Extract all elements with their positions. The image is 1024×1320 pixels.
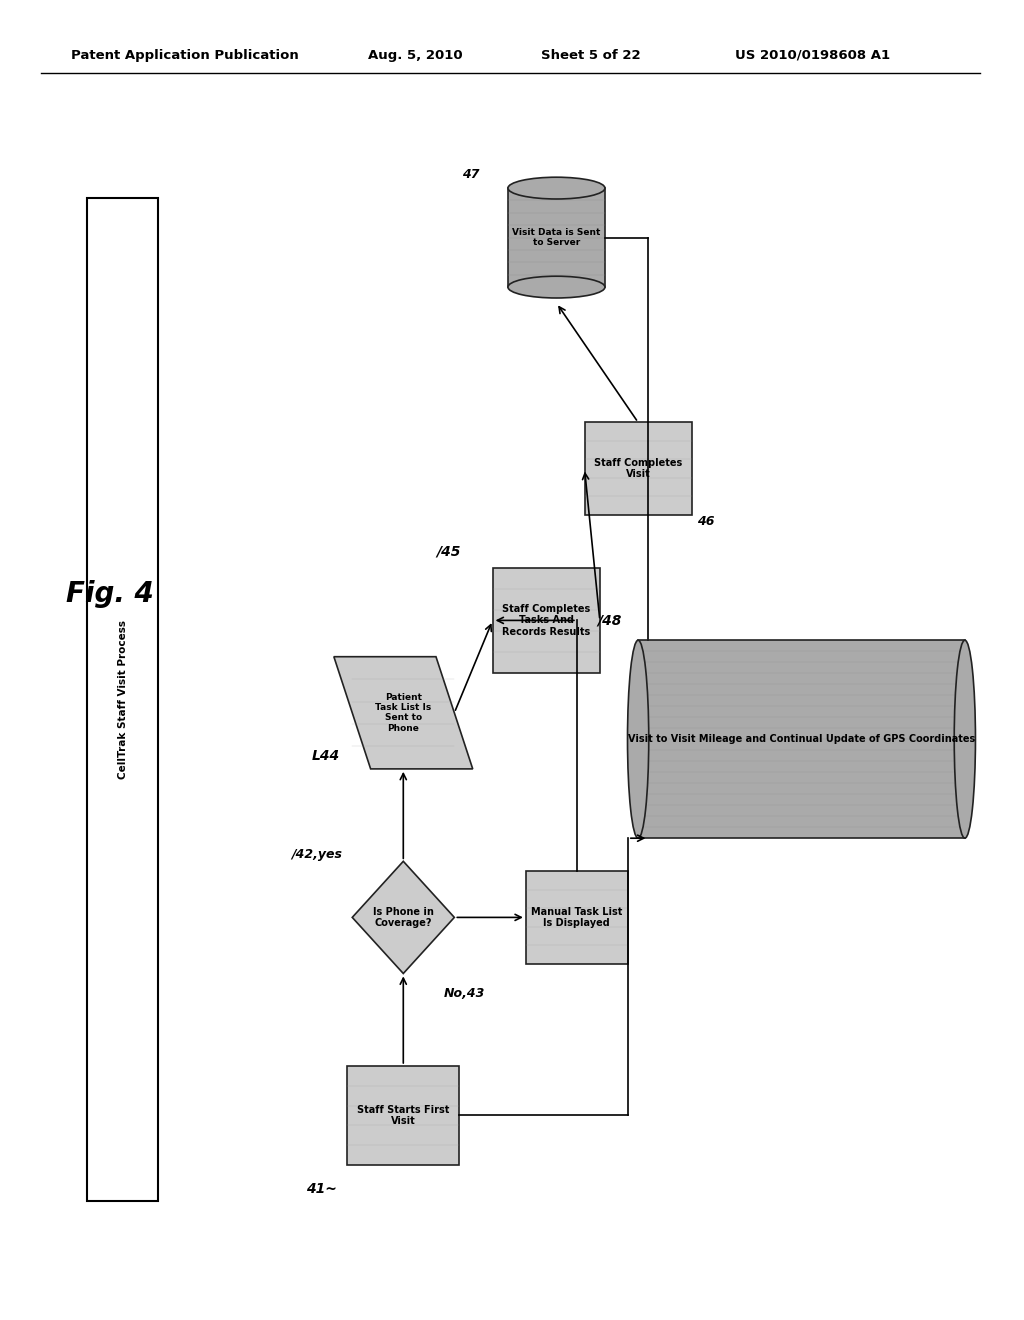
Text: /45: /45 (436, 545, 461, 558)
FancyBboxPatch shape (525, 871, 628, 964)
FancyBboxPatch shape (87, 198, 159, 1201)
Text: /48: /48 (597, 614, 622, 627)
Text: 47: 47 (462, 169, 479, 181)
Text: Sheet 5 of 22: Sheet 5 of 22 (541, 49, 641, 62)
Text: CellTrak Staff Visit Process: CellTrak Staff Visit Process (118, 620, 128, 779)
Text: Visit Data is Sent
to Server: Visit Data is Sent to Server (512, 228, 601, 247)
Text: Aug. 5, 2010: Aug. 5, 2010 (368, 49, 462, 62)
Text: US 2010/0198608 A1: US 2010/0198608 A1 (735, 49, 890, 62)
Text: Staff Starts First
Visit: Staff Starts First Visit (357, 1105, 450, 1126)
Bar (638, 640, 965, 838)
Bar (508, 189, 605, 288)
Text: Fig. 4: Fig. 4 (67, 579, 155, 609)
Text: Visit to Visit Mileage and Continual Update of GPS Coordinates: Visit to Visit Mileage and Continual Upd… (628, 734, 975, 744)
Text: No,43: No,43 (444, 987, 485, 999)
Text: L44: L44 (311, 748, 340, 763)
Text: Patent Application Publication: Patent Application Publication (72, 49, 299, 62)
Text: Manual Task List
Is Displayed: Manual Task List Is Displayed (531, 907, 623, 928)
Ellipse shape (628, 640, 649, 838)
Ellipse shape (508, 276, 605, 298)
Text: Is Phone in
Coverage?: Is Phone in Coverage? (373, 907, 434, 928)
Text: /42,yes: /42,yes (291, 849, 342, 861)
Text: 46: 46 (696, 515, 715, 528)
Text: Staff Completes
Tasks And
Records Results: Staff Completes Tasks And Records Result… (502, 603, 591, 638)
Polygon shape (352, 862, 455, 974)
Ellipse shape (954, 640, 976, 838)
Text: Patient
Task List Is
Sent to
Phone: Patient Task List Is Sent to Phone (375, 693, 431, 733)
FancyBboxPatch shape (493, 568, 600, 673)
Polygon shape (334, 656, 473, 768)
Text: Staff Completes
Visit: Staff Completes Visit (594, 458, 682, 479)
FancyBboxPatch shape (585, 422, 692, 515)
FancyBboxPatch shape (347, 1067, 460, 1166)
Text: 41~: 41~ (306, 1181, 337, 1196)
Ellipse shape (508, 177, 605, 199)
